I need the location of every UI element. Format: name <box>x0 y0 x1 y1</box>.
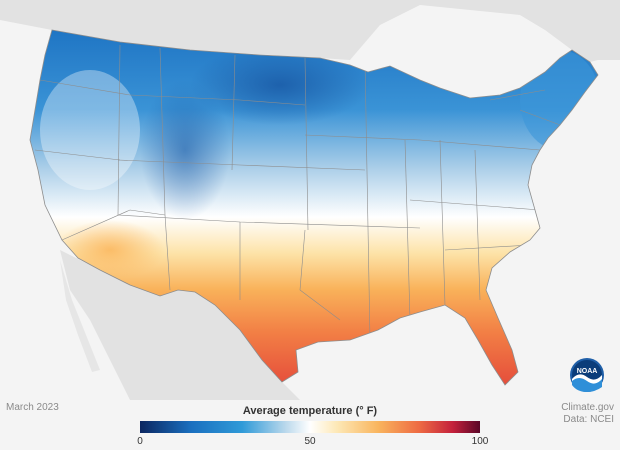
date-label: March 2023 <box>6 402 59 413</box>
legend-color-bar <box>140 421 480 433</box>
noaa-logo-icon: NOAA <box>569 357 605 393</box>
temperature-map <box>0 0 620 400</box>
legend-tick-min: 0 <box>137 436 143 447</box>
us-temperature-fill <box>30 30 598 385</box>
source-line-site: Climate.gov <box>561 402 614 413</box>
source-credit: Climate.gov Data: NCEI <box>561 402 614 426</box>
legend-tick-max: 100 <box>471 436 489 447</box>
state-boundaries <box>34 44 561 341</box>
noaa-logo-text: NOAA <box>577 368 598 375</box>
source-line-data: Data: NCEI <box>563 414 614 425</box>
surrounding-land <box>0 0 620 400</box>
legend-tick-mid: 50 <box>304 436 316 447</box>
legend-title: Average temperature (° F) <box>242 405 378 417</box>
